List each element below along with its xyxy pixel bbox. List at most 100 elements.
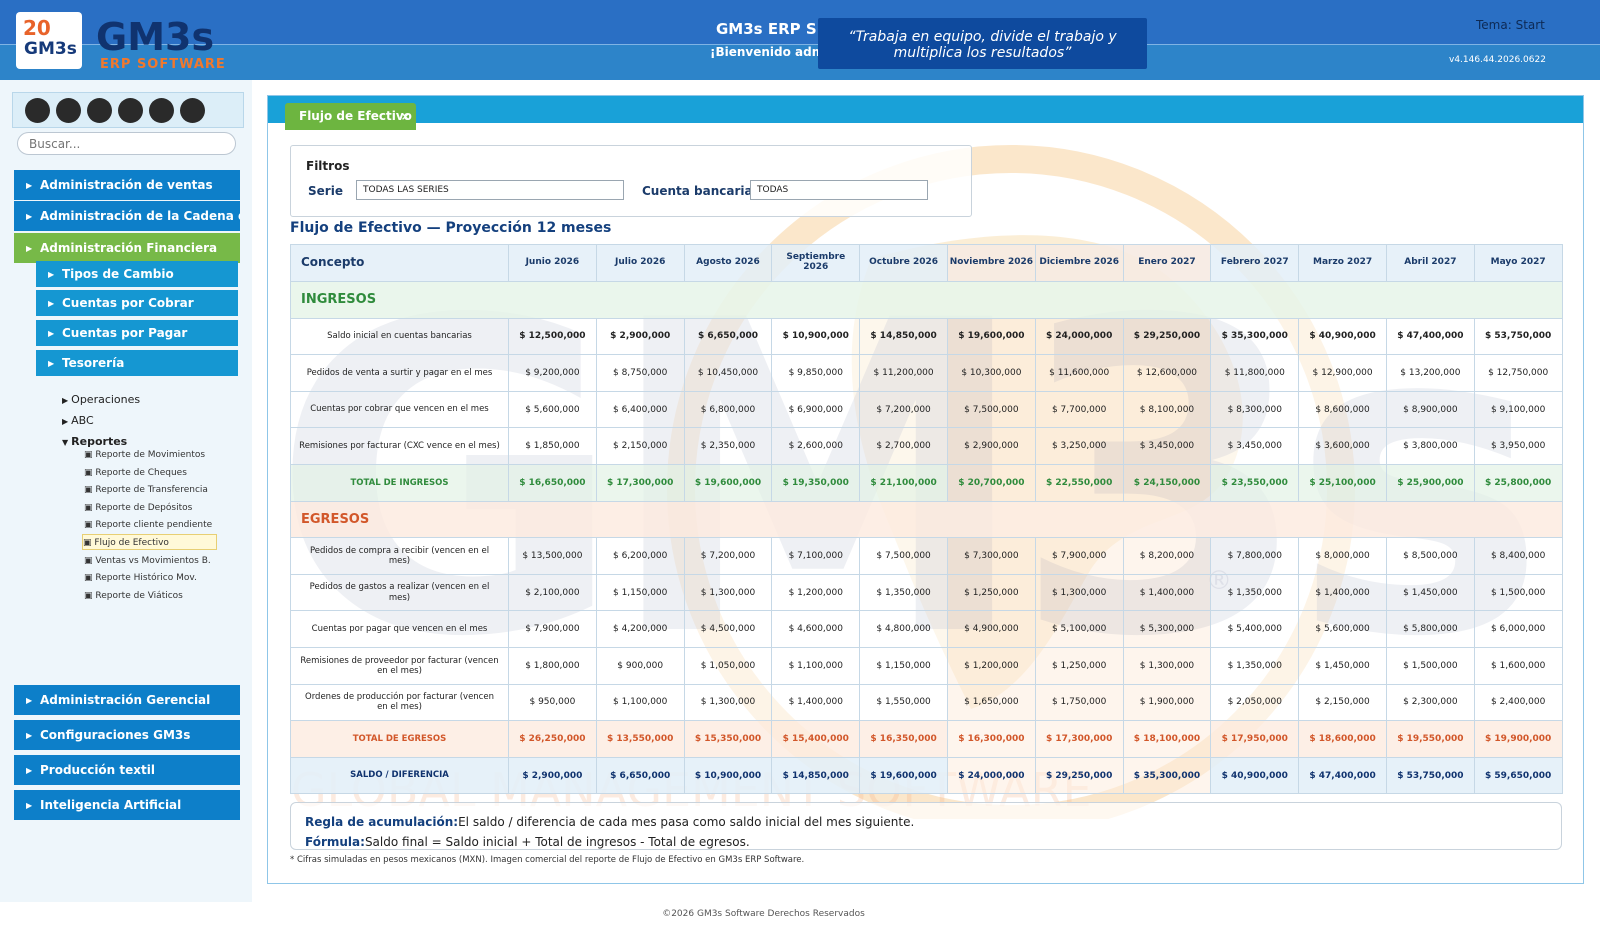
column-header-month: Agosto 2026 xyxy=(683,244,773,282)
menu-inteligencia-artificial[interactable]: ▶ Inteligencia Artificial xyxy=(14,790,240,820)
report-link[interactable]: ▣ Reporte de Movimientos xyxy=(84,447,205,463)
menu-gerencial[interactable]: ▶ Administración Gerencial xyxy=(14,685,240,715)
table-cell: $ 7,800,000 xyxy=(1210,537,1300,575)
report-link[interactable]: ▣ Reporte de Depósitos xyxy=(84,500,192,516)
table-cell: $ 6,900,000 xyxy=(771,390,861,429)
table-cell: $ 8,900,000 xyxy=(1385,390,1475,429)
table-cell: $ 15,350,000 xyxy=(683,720,773,758)
report-link[interactable]: ▣ Reporte Histórico Mov. xyxy=(84,570,197,586)
tree-operaciones[interactable]: ▶ Operaciones xyxy=(62,393,140,406)
top-header: 20 GM3s GM3s ERP SOFTWARE GM3s ERP S ¡Bi… xyxy=(0,0,1600,80)
table-cell: $ 26,250,000 xyxy=(508,720,597,758)
table-cell: $ 2,900,000 xyxy=(946,427,1036,465)
cash-flow-table: Concepto Junio 2026 Julio 2026 Agosto 2026 S… xyxy=(290,244,1563,795)
row-label: Pedidos de gastos a realizar (vencen en … xyxy=(290,573,509,612)
menu-produccion-textil[interactable]: ▶ Producción textil xyxy=(14,755,240,785)
report-link-selected[interactable]: ▣ Flujo de Efectivo xyxy=(82,534,217,550)
table-cell: $ 19,600,000 xyxy=(946,317,1036,356)
table-cell: $ 6,650,000 xyxy=(683,317,773,356)
table-cell: $ 7,900,000 xyxy=(1034,537,1124,575)
submenu-tesoreria[interactable]: ▶ Tesorería xyxy=(36,350,238,376)
submenu-tipos-cambio[interactable]: ▶ Tipos de Cambio xyxy=(36,261,238,287)
report-link[interactable]: ▣ Reporte de Transferencia xyxy=(84,482,208,498)
menu-label: Inteligencia Artificial xyxy=(40,798,182,812)
report-icon: ▣ xyxy=(83,538,95,548)
table-cell: $ 7,500,000 xyxy=(946,390,1036,429)
table-cell: $ 3,950,000 xyxy=(1473,427,1563,465)
report-icon: ▣ xyxy=(84,520,96,530)
table-cell: $ 2,400,000 xyxy=(1473,683,1563,722)
table-cell: $ 2,300,000 xyxy=(1385,683,1475,722)
report-link[interactable]: ▣ Reporte de Cheques xyxy=(84,465,187,481)
table-cell: $ 10,450,000 xyxy=(683,354,773,392)
column-header-month: Noviembre 2026 xyxy=(946,244,1036,282)
logo[interactable]: 20 GM3s xyxy=(16,12,82,69)
menu-label: Configuraciones GM3s xyxy=(40,728,191,742)
section-egresos: EGRESOS xyxy=(290,500,1563,539)
table-cell: $ 53,750,000 xyxy=(1473,317,1563,356)
report-icon: ▣ xyxy=(84,450,96,460)
table-cell: $ 1,100,000 xyxy=(595,683,685,722)
bank-account-label: Cuenta bancaria xyxy=(642,184,753,198)
table-cell: $ 6,800,000 xyxy=(683,390,773,429)
close-icon[interactable]: × xyxy=(400,110,410,123)
tree-abc[interactable]: ▶ ABC xyxy=(62,414,94,427)
table-cell: $ 950,000 xyxy=(508,683,597,722)
table-cell: $ 12,750,000 xyxy=(1473,354,1563,392)
rules-box: Regla de acumulación:El saldo / diferenc… xyxy=(290,802,1562,850)
app-title: GM3s ERP S xyxy=(716,20,817,38)
table-cell: $ 6,400,000 xyxy=(595,390,685,429)
report-link[interactable]: ▣ Reporte cliente pendiente xyxy=(84,517,212,533)
table-row: Saldo inicial en cuentas bancarias $ 12,5… xyxy=(290,317,1563,356)
tree-reportes[interactable]: ▼ Reportes xyxy=(62,435,127,448)
copyright: ©2026 GM3s Software Derechos Reservados xyxy=(662,909,865,919)
menu-configuraciones[interactable]: ▶ Configuraciones GM3s xyxy=(14,720,240,750)
table-cell: $ 6,200,000 xyxy=(595,537,685,575)
panel-tab-bar xyxy=(268,96,1583,123)
report-label: Ventas vs Movimientos B. xyxy=(95,556,211,566)
submenu-cuentas-cobrar[interactable]: ▶ Cuentas por Cobrar xyxy=(36,290,238,316)
table-cell: $ 3,450,000 xyxy=(1210,427,1300,465)
row-label: Remisiones por facturar (CXC vence en el… xyxy=(290,427,509,465)
report-icon: ▣ xyxy=(84,573,96,583)
table-cell: $ 47,400,000 xyxy=(1385,317,1475,356)
column-header-concepto: Concepto xyxy=(290,244,509,282)
table-cell: $ 1,150,000 xyxy=(595,573,685,612)
table-cell: $ 17,300,000 xyxy=(1034,720,1124,758)
table-cell: $ 1,200,000 xyxy=(771,573,861,612)
column-header-month: Febrero 2027 xyxy=(1210,244,1300,282)
menu-cadena-suministro[interactable]: ▶ Administración de la Cadena de Suminist… xyxy=(14,201,240,231)
shortcut-dot[interactable] xyxy=(118,97,143,123)
shortcut-dot[interactable] xyxy=(56,97,81,123)
table-cell: $ 5,400,000 xyxy=(1210,610,1300,648)
report-link[interactable]: ▣ Reporte de Viáticos xyxy=(84,588,183,604)
table-cell: $ 29,250,000 xyxy=(1122,317,1212,356)
shortcut-dot[interactable] xyxy=(25,97,50,123)
table-cell: $ 7,900,000 xyxy=(508,610,597,648)
column-header-month: Marzo 2027 xyxy=(1298,244,1387,282)
column-header-month: Octubre 2026 xyxy=(859,244,948,282)
report-label: Reporte de Viáticos xyxy=(95,591,183,601)
shortcut-dot[interactable] xyxy=(149,97,174,123)
caret-right-icon: ▶ xyxy=(62,396,69,405)
report-link[interactable]: ▣ Ventas vs Movimientos B. xyxy=(84,553,211,569)
submenu-label: Tipos de Cambio xyxy=(62,267,174,281)
menu-ventas[interactable]: ▶ Administración de ventas xyxy=(14,170,240,200)
submenu-cuentas-pagar[interactable]: ▶ Cuentas por Pagar xyxy=(36,320,238,346)
shortcut-dot[interactable] xyxy=(180,97,205,123)
table-cell: $ 7,200,000 xyxy=(859,390,948,429)
table-cell: $ 3,250,000 xyxy=(1034,427,1124,465)
tab-flujo-efectivo[interactable]: Flujo de Efectivo × xyxy=(285,103,416,130)
serie-select[interactable]: TODAS LAS SERIES xyxy=(356,180,624,200)
table-cell: $ 23,550,000 xyxy=(1210,463,1300,502)
report-label: Reporte Histórico Mov. xyxy=(95,573,197,583)
table-cell: $ 22,550,000 xyxy=(1034,463,1124,502)
table-cell: $ 5,100,000 xyxy=(1034,610,1124,648)
bank-account-select[interactable]: TODAS xyxy=(750,180,928,200)
sidebar-search-input[interactable] xyxy=(17,132,236,155)
table-cell: $ 17,300,000 xyxy=(595,463,685,502)
shortcut-dot[interactable] xyxy=(87,97,112,123)
theme-label[interactable]: Tema: Start xyxy=(1476,18,1545,32)
chevron-right-icon: ▶ xyxy=(26,766,33,775)
menu-financiera[interactable]: ▶ Administración Financiera xyxy=(14,233,240,263)
